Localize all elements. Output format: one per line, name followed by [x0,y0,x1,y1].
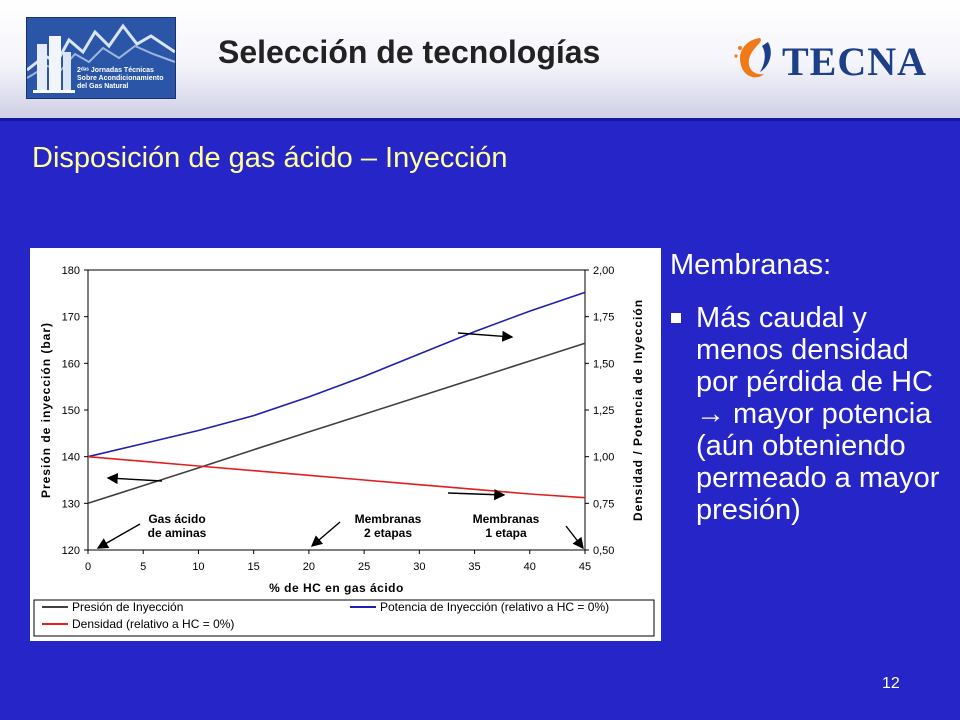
arrow-densidad-right [447,489,506,501]
arrow-potencia-right [457,330,514,342]
y-left-axis-label: Presión de inyección (bar) [39,322,53,498]
annotation-2etapas-line1: Membranas [355,512,422,526]
arrow-presion-left [106,472,163,485]
y-right-tick-label: 0,75 [593,498,614,510]
y-right-tick-label: 0,50 [593,545,614,557]
legend-label: Densidad (relativo a HC = 0%) [72,617,234,631]
x-tick-label: 30 [413,561,425,573]
y-right-tick-label: 1,00 [593,452,614,464]
bullet-text: Más caudal y menos densidad por pérdida … [696,302,940,526]
arrow-2-etapas [310,521,341,547]
brand-swirl-icon [734,38,771,78]
bullet-square-icon [671,313,681,323]
x-axis-label: % de HC en gas ácido [269,581,404,595]
annotation-aminas-line2: de aminas [148,526,207,540]
series-line-presion [87,342,586,505]
slide-subtitle: Disposición de gas ácido – Inyección [32,142,508,174]
x-tick-label: 35 [468,561,480,573]
x-tick-label: 25 [358,561,370,573]
x-tick-label: 45 [579,561,591,573]
x-tick-label: 0 [85,561,91,573]
brand-logo: TECNA [730,34,940,84]
annotation-aminas-line1: Gas ácido [148,512,205,526]
page-number: 12 [882,675,900,692]
page-title: Selección de tecnologías [218,34,601,70]
legend-box [33,599,655,637]
event-logo-text: 2ᵈᵃˢ Jornadas Técnicas Sobre Acondiciona… [77,67,164,90]
y-left-tick-label: 170 [62,312,80,324]
plot-area [87,269,586,551]
arrow-aminas [96,523,141,549]
y-left-tick-label: 150 [62,405,80,417]
header-divider [0,118,960,121]
x-tick-label: 20 [303,561,315,573]
series-line-potencia [87,291,586,458]
y-left-tick-label: 130 [62,498,80,510]
annotation-2etapas-line2: 2 etapas [364,526,412,540]
event-logo-graphic [27,23,175,93]
x-tick-label: 15 [248,561,260,573]
y-left-tick-label: 160 [62,358,80,370]
y-left-tick-label: 140 [62,452,80,464]
arrow-1-etapa [565,525,584,550]
legend-label: Potencia de Inyección (relativo a HC = 0… [380,600,609,614]
y-right-tick-label: 1,25 [593,405,614,417]
legend-label: Presión de Inyección [72,600,183,614]
y-right-tick-label: 1,75 [593,312,614,324]
y-right-tick-label: 1,50 [593,358,614,370]
y-right-axis-label: Densidad / Potencia de Inyección [631,299,645,521]
brand-name: TECNA [782,39,928,84]
annotation-1etapa-line2: 1 etapa [485,526,527,540]
side-heading: Membranas: [670,249,832,281]
y-left-tick-label: 180 [62,265,80,277]
x-tick-label: 10 [192,561,204,573]
chart-container: 0 5 10 15 20 25 30 35 40 45 120 130 140 150 160 170 180 0… [30,248,661,641]
line-chart: 0 5 10 15 20 25 30 35 40 45 120 130 140 150 160 170 180 0… [33,265,655,637]
event-logo: 2ᵈᵃˢ Jornadas Técnicas Sobre Acondiciona… [26,17,176,99]
x-tick-label: 40 [524,561,536,573]
x-tick-label: 5 [140,561,146,573]
y-left-tick-label: 120 [62,545,80,557]
y-right-tick-label: 2,00 [593,265,614,277]
annotation-1etapa-line1: Membranas [473,512,540,526]
